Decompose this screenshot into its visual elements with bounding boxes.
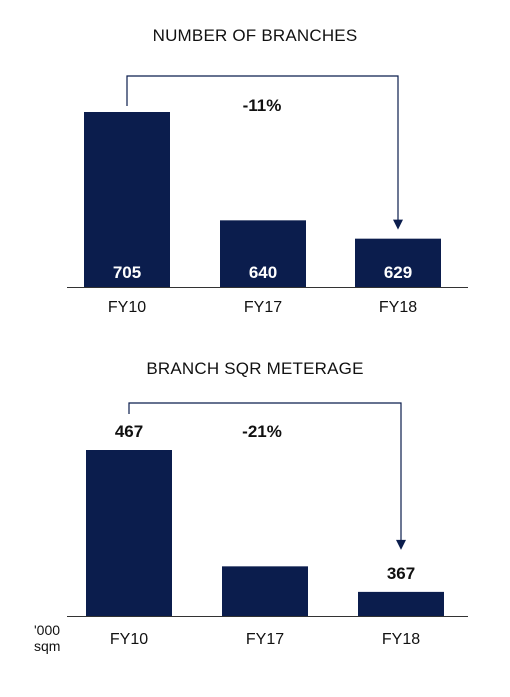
chart-title-sqr-meterage: BRANCH SQR METERAGE — [146, 359, 364, 378]
data-label-0-2: 629 — [384, 263, 412, 282]
bar-1-fy18 — [358, 591, 444, 616]
chart-title-branches: NUMBER OF BRANCHES — [152, 26, 358, 45]
unit-label-line-1: '000 — [34, 622, 61, 638]
bar-0-fy18 — [355, 238, 441, 287]
bracket-1 — [128, 402, 402, 542]
bar-0-fy17 — [220, 220, 306, 287]
bar-1-fy17 — [222, 566, 308, 616]
arrow-head-0 — [393, 219, 403, 230]
category-label-1-1: FY17 — [246, 631, 284, 648]
unit-label-line-2: sqm — [34, 638, 61, 654]
bracket-0 — [126, 75, 399, 222]
bar-0-fy10 — [84, 112, 170, 287]
data-label-0-1: 640 — [249, 263, 277, 282]
category-label-0-0: FY10 — [108, 299, 146, 316]
arrow-head-1 — [396, 539, 406, 550]
data-label-1-2: 367 — [387, 564, 415, 583]
change-annotation-1: -21% — [242, 422, 282, 441]
category-label-0-1: FY17 — [244, 299, 282, 316]
change-annotation-0: -11% — [243, 96, 282, 115]
category-label-1-2: FY18 — [382, 631, 420, 648]
unit-label: '000 sqm — [34, 622, 60, 654]
category-label-1-0: FY10 — [110, 631, 148, 648]
bar-1-fy10 — [86, 450, 172, 616]
data-label-1-0: 467 — [115, 422, 143, 441]
data-label-0-0: 705 — [113, 263, 141, 282]
category-label-0-2: FY18 — [379, 299, 417, 316]
